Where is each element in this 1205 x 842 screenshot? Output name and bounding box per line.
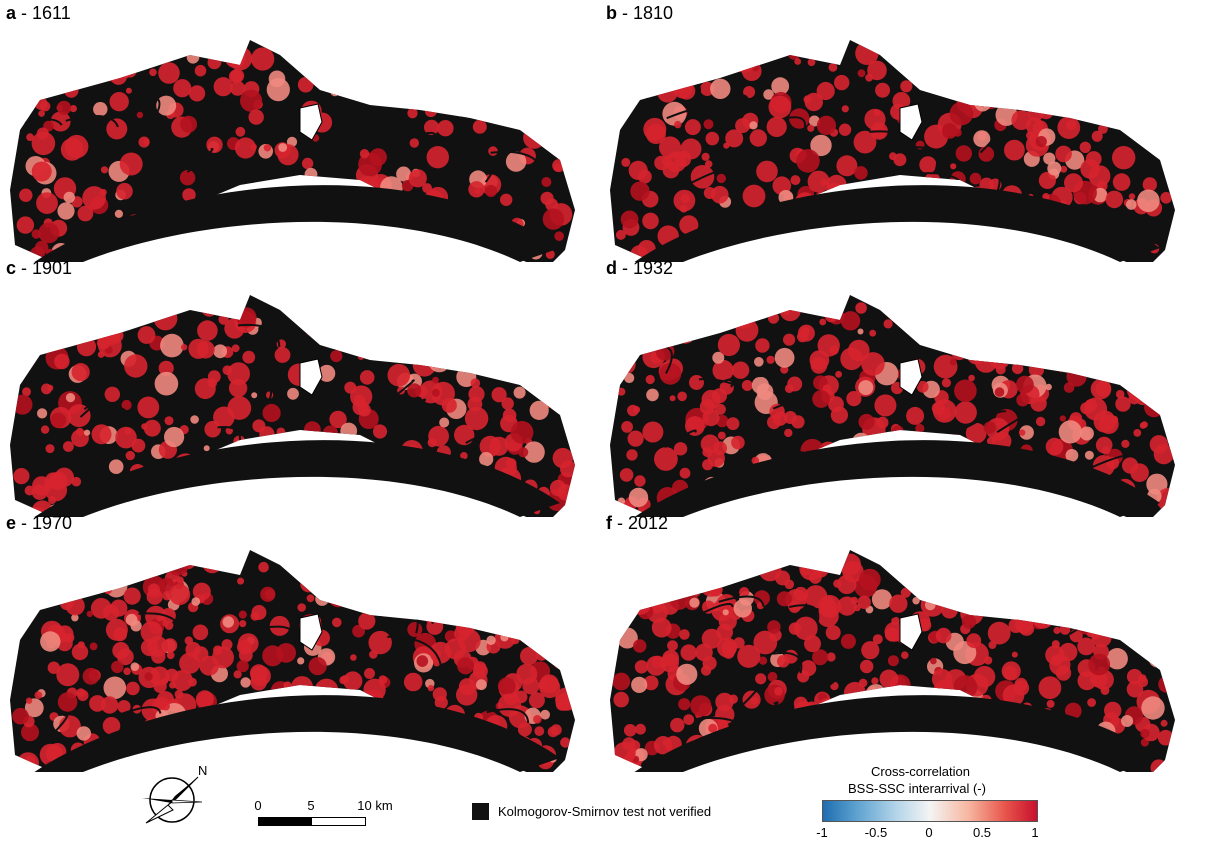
lagoon-map [10, 295, 575, 517]
scale-bar-black-segment [258, 817, 313, 826]
panel-title-c: c - 1901 [6, 258, 73, 278]
colorbar-tick: 1 [1031, 825, 1039, 840]
city-island [299, 613, 323, 651]
city-island [899, 103, 923, 141]
panel-title-f: f - 2012 [606, 513, 669, 533]
colorbar-title-line1: Cross-correlation [871, 764, 970, 779]
north-arrow: N [138, 763, 218, 835]
panel-title-a: a - 1611 [6, 3, 71, 23]
map-panel-f: f - 2012 [600, 510, 1190, 772]
scale-tick-5: 5 [307, 798, 315, 813]
lagoon-map [610, 295, 1175, 517]
legend-swatch [472, 803, 489, 820]
map-panel-d: d - 1932 [600, 255, 1190, 517]
north-label: N [198, 763, 208, 778]
scale-tick-10: 10 km [357, 798, 393, 813]
colorbar-tick: -0.5 [864, 825, 888, 840]
scale-tick-0: 0 [254, 798, 262, 813]
colorbar-tick: -1 [816, 825, 828, 840]
colorbar-tick: 0 [925, 825, 933, 840]
lagoon-map [610, 550, 1175, 772]
map-panel-c: c - 1901 [0, 255, 590, 517]
panel-title-b: b - 1810 [606, 3, 674, 23]
colorbar-tick: 0.5 [972, 825, 992, 840]
city-island [899, 613, 923, 651]
lagoon-map [610, 40, 1175, 262]
compass-north-arrow-icon [142, 776, 203, 824]
sea-strip [634, 185, 1160, 262]
legend-label: Kolmogorov-Smirnov test not verified [498, 804, 712, 819]
colorbar-title-line2: BSS-SSC interarrival (-) [848, 781, 986, 796]
sea-strip [634, 440, 1160, 517]
sea-strip [34, 440, 560, 517]
colorbar-gradient [822, 800, 1038, 822]
lagoon-map [10, 40, 575, 262]
panel-title-d: d - 1932 [606, 258, 674, 278]
city-island [899, 358, 923, 396]
sea-strip [34, 185, 560, 262]
city-island [299, 103, 323, 141]
panel-title-e: e - 1970 [6, 513, 73, 533]
map-panel-e: e - 1970 [0, 510, 590, 772]
sea-strip [634, 695, 1160, 772]
sea-strip [34, 695, 560, 772]
map-panel-b: b - 1810 [600, 0, 1190, 262]
city-island [299, 358, 323, 396]
scale-bar-white-segment [311, 817, 366, 826]
map-panel-a: a - 1611 [0, 0, 590, 262]
lagoon-map [10, 550, 575, 772]
